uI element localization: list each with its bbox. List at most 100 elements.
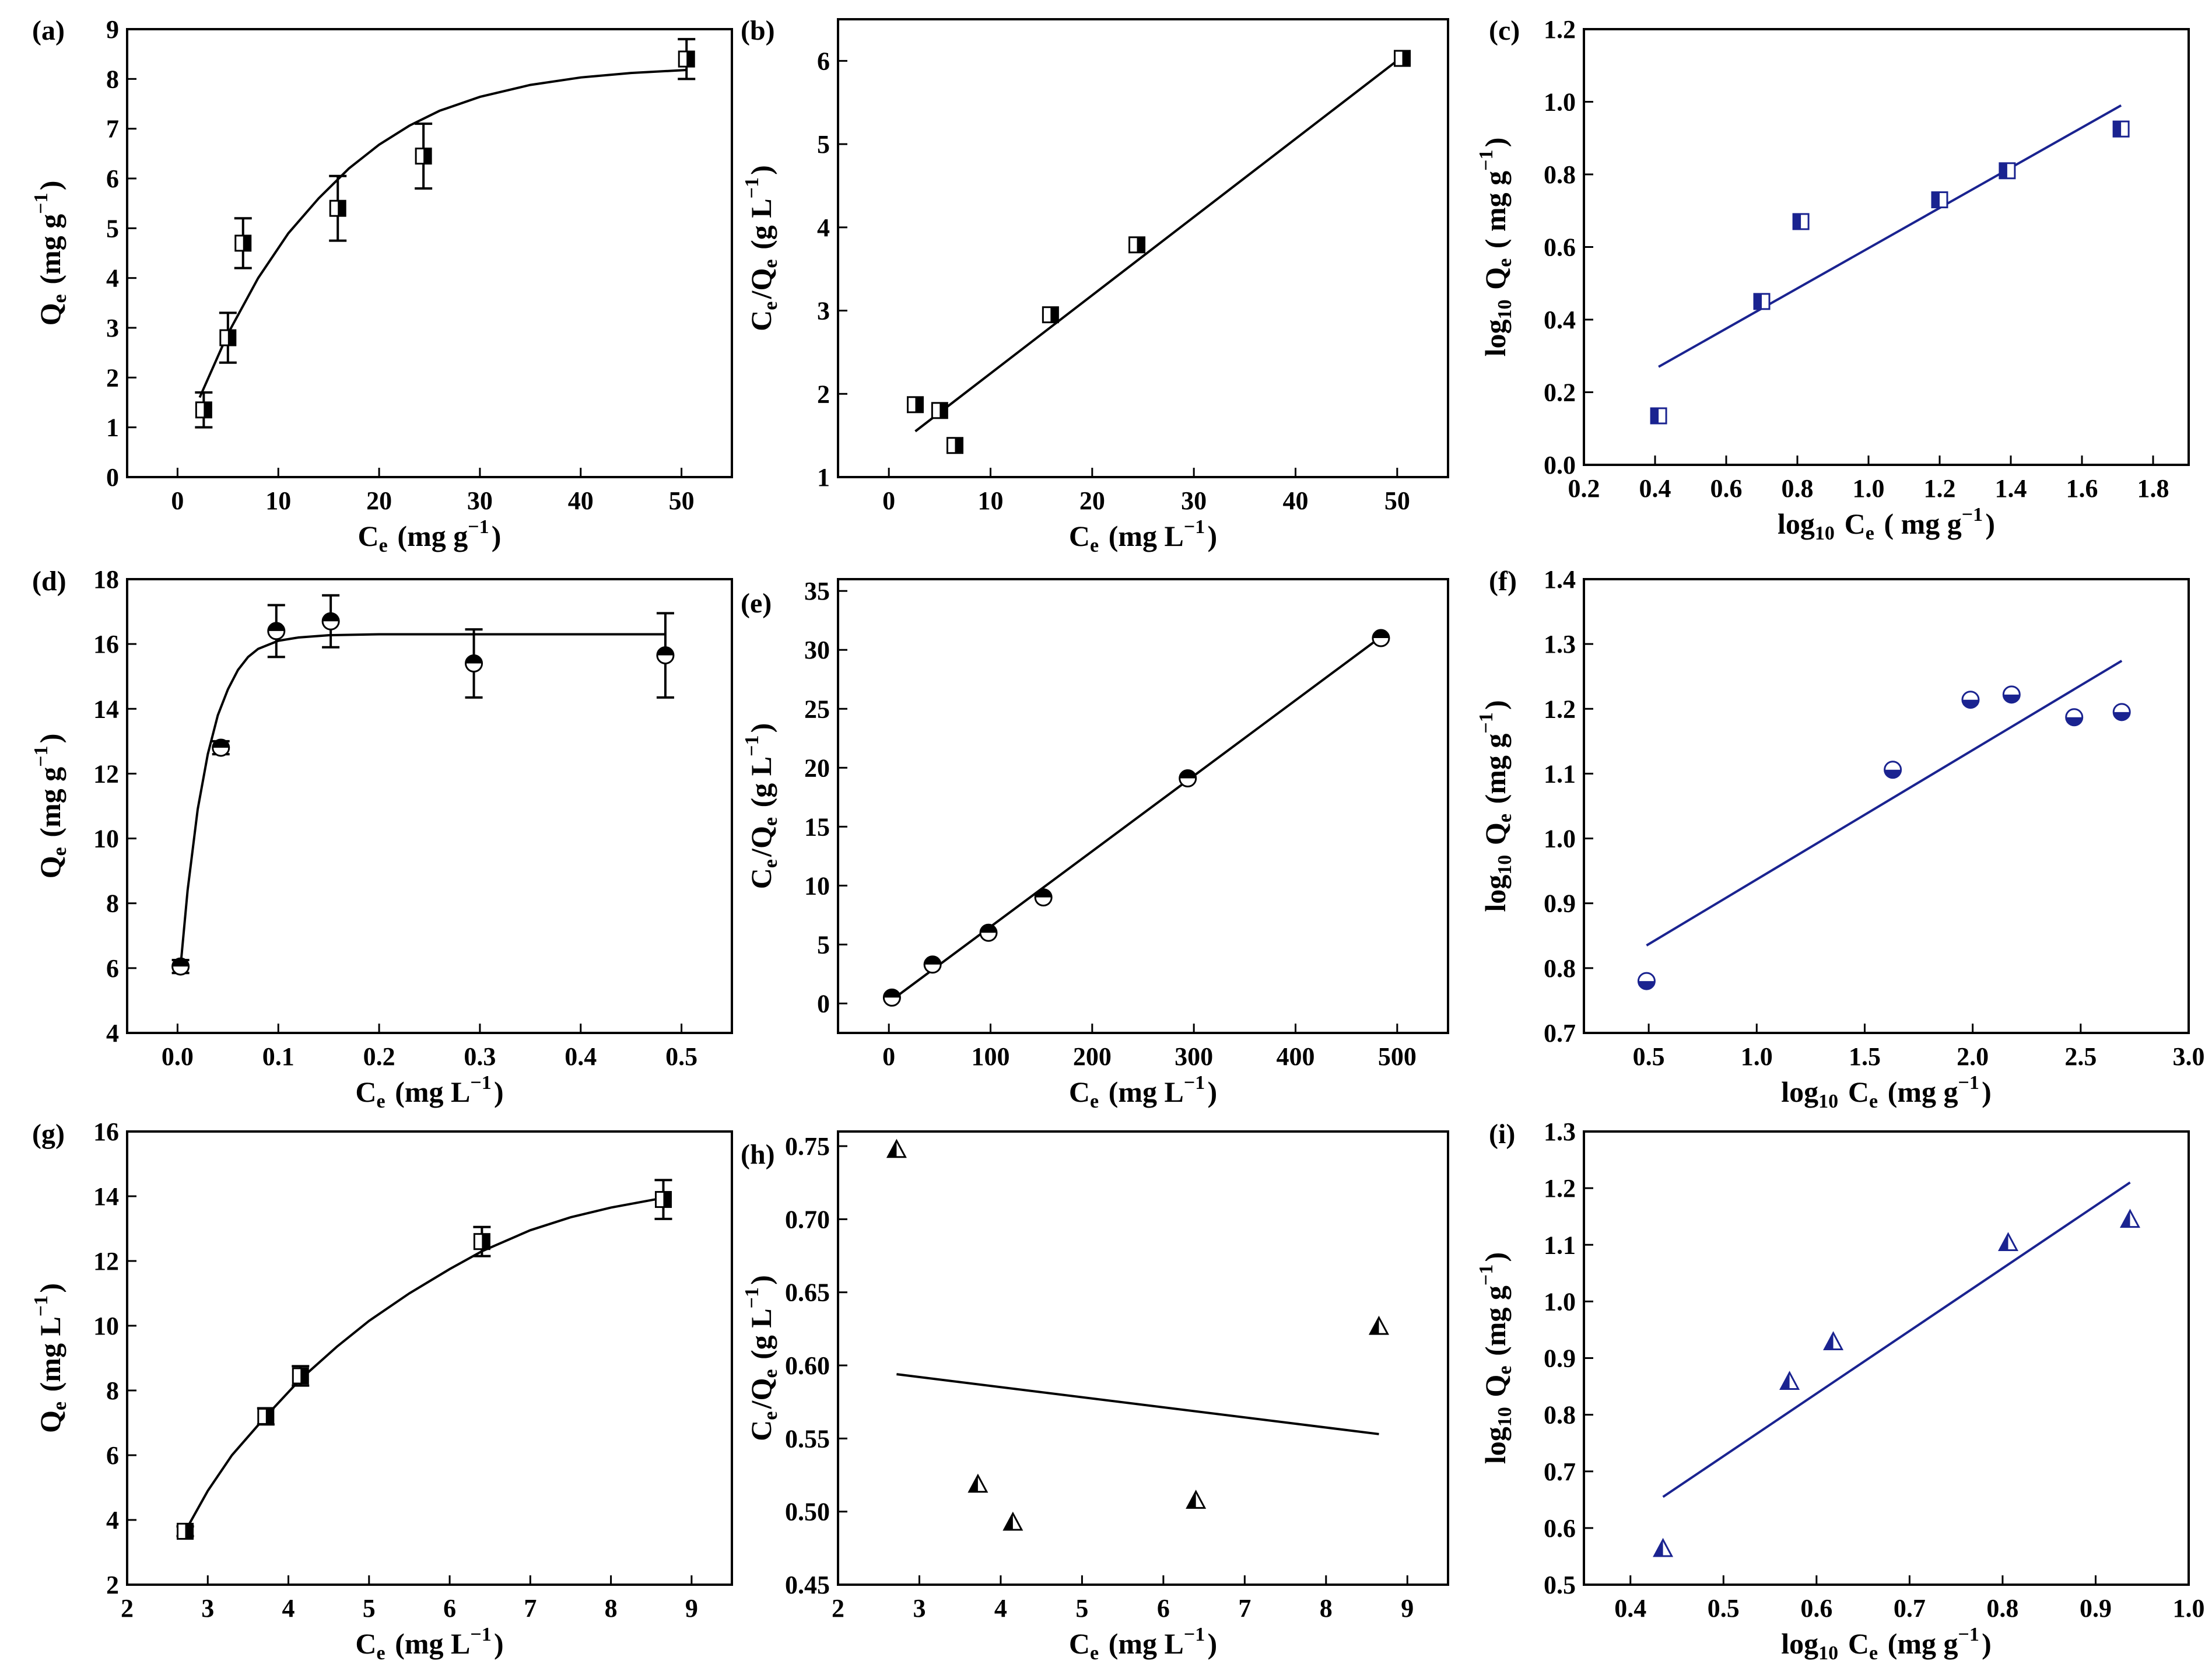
y-tick-label: 1.3	[1544, 1118, 1576, 1146]
y-tick-label: 5	[106, 214, 119, 243]
x-tick-label: 0.2	[1568, 474, 1600, 503]
plot-frame	[126, 28, 733, 478]
x-tick-label: 0.4	[1614, 1594, 1646, 1623]
data-point	[1997, 1232, 2019, 1252]
fit-line	[1658, 104, 2122, 368]
y-tick-label: 1	[817, 463, 830, 492]
data-point	[1368, 1315, 1389, 1335]
chart-panel-e: 0 100 200 300 400 500 0 5 10 15 20 25 30 35 Ce (mg L−1…	[741, 577, 1449, 1112]
y-tick-label: 14	[93, 1182, 119, 1211]
y-axis-label: log10 Qe (mg g−1 )	[1475, 1252, 1516, 1464]
x-tick-label: 1.5	[1849, 1042, 1881, 1071]
data-point	[1884, 761, 1902, 779]
y-axis-label: Ce /Qe (g L−1 )	[741, 165, 781, 331]
data-point	[2112, 120, 2130, 138]
x-axis-label: Ce (mg L−1 )	[1069, 516, 1217, 556]
x-tick-label: 7	[524, 1594, 537, 1623]
y-tick-label: 0.9	[1544, 889, 1576, 918]
y-tick-label: 0.50	[785, 1498, 830, 1526]
x-tick-label: 50	[1384, 486, 1410, 515]
x-tick-label: 0.9	[2080, 1594, 2112, 1623]
y-tick-label: 16	[93, 630, 119, 658]
x-tick-label: 8	[605, 1594, 618, 1623]
y-tick-label: 1.0	[1544, 1287, 1576, 1316]
x-axis-label: Ce (mg L−1 )	[355, 1072, 503, 1112]
x-tick-label: 0.4	[565, 1042, 597, 1071]
x-tick-label: 0.2	[363, 1042, 395, 1071]
y-tick-label: 16	[93, 1118, 119, 1146]
x-tick-label: 6	[443, 1594, 456, 1623]
data-point	[654, 1191, 672, 1208]
x-tick-label: 9	[685, 1594, 698, 1623]
x-tick-label: 0.1	[262, 1042, 295, 1071]
data-point	[473, 1233, 490, 1250]
y-tick-label: 0.55	[785, 1424, 830, 1453]
y-tick-label: 0.7	[1544, 1458, 1576, 1486]
y-tick-label: 1.1	[1544, 759, 1576, 788]
chart-panel-f: 0.5 1.0 1.5 2.0 2.5 3.0 0.7 0.8 0.9 1.0 1.1 1.2 1.3 1…	[1475, 565, 2205, 1112]
data-point	[1999, 162, 2016, 180]
x-tick-label: 0.8	[1782, 474, 1814, 503]
data-point	[1961, 691, 1980, 709]
x-tick-label: 0.6	[1710, 474, 1743, 503]
x-tick-label: 9	[1401, 1594, 1414, 1623]
y-axis-label: log10 Qe (mg g−1 )	[1475, 700, 1516, 912]
y-tick-label: 7	[106, 115, 119, 143]
y-tick-label: 4	[106, 264, 119, 293]
data-point	[1034, 888, 1053, 907]
data-point	[931, 402, 948, 419]
x-tick-label: 1.0	[2173, 1594, 2205, 1623]
x-tick-label: 5	[363, 1594, 376, 1623]
data-point	[2065, 708, 2084, 727]
x-tick-label: 2	[121, 1594, 134, 1623]
x-tick-label: 3.0	[2173, 1042, 2205, 1071]
data-point	[906, 396, 924, 414]
x-tick-label: 500	[1378, 1042, 1417, 1071]
x-tick-label: 20	[1079, 486, 1105, 515]
y-tick-label: 2	[106, 363, 119, 392]
x-tick-label: 40	[568, 486, 594, 515]
x-axis-label: Ce (mg L−1 )	[355, 1624, 503, 1664]
y-axis-label: Ce /Qe (g L−1 )	[741, 723, 781, 889]
x-tick-label: 4	[994, 1594, 1007, 1623]
data-point	[882, 988, 901, 1007]
panel-label: (a)	[32, 15, 65, 46]
plot-frame	[126, 1130, 733, 1586]
data-point	[267, 622, 286, 640]
plot-frame	[126, 578, 733, 1034]
y-tick-label: 25	[804, 695, 830, 723]
data-point	[329, 199, 346, 217]
chart-panel-g: 2 3 4 5 6 7 8 9 2 4 6 8 10 12 14 16 Ce (mg L−1 ) Qe (mg L…	[30, 1118, 733, 1664]
y-tick-label: 1	[106, 414, 119, 442]
data-point	[219, 329, 237, 346]
chart-panel-c: 0.2 0.4 0.6 0.8 1.0 1.2 1.4 1.6 1.80.00.20.40.60…	[1475, 15, 2190, 544]
data-point	[946, 437, 963, 454]
data-point	[1128, 236, 1146, 254]
y-tick-label: 3	[106, 314, 119, 342]
y-tick-label: 0.7	[1544, 1019, 1576, 1048]
x-tick-label: 0.6	[1800, 1594, 1832, 1623]
plot-frame	[837, 578, 1449, 1034]
y-tick-label: 6	[106, 954, 119, 983]
y-tick-label: 10	[804, 871, 830, 900]
x-tick-label: 8	[1320, 1594, 1333, 1623]
y-tick-label: 1.2	[1544, 1174, 1576, 1203]
y-tick-label: 8	[106, 1376, 119, 1405]
y-tick-label: 12	[93, 759, 119, 788]
data-point	[415, 148, 432, 165]
fit-line	[179, 633, 665, 967]
data-point	[886, 1138, 907, 1158]
y-tick-label: 1.4	[1544, 565, 1576, 594]
data-point	[195, 401, 212, 419]
x-tick-label: 0.5	[1633, 1042, 1665, 1071]
panel-label: (i)	[1489, 1119, 1515, 1150]
data-point	[1653, 1537, 1674, 1557]
y-tick-label: 4	[817, 213, 830, 242]
data-point	[1792, 213, 1810, 230]
data-point	[1002, 1511, 1023, 1531]
panel-label: (d)	[32, 566, 66, 597]
y-tick-label: 18	[93, 565, 119, 594]
panel-label: (h)	[741, 1139, 775, 1170]
y-tick-label: 35	[804, 577, 830, 605]
x-tick-label: 1.4	[1995, 474, 2027, 503]
